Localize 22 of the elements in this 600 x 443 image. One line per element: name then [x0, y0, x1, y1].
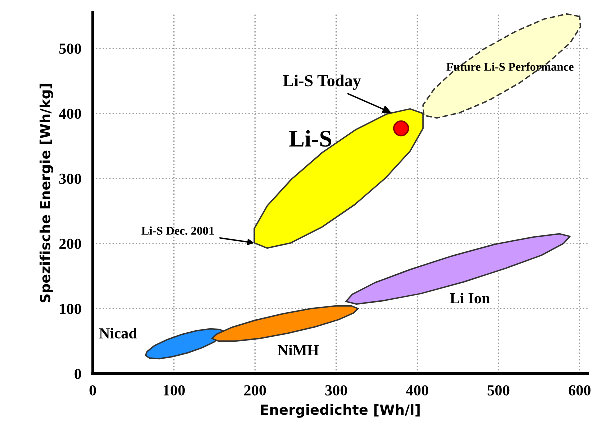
- annotation: Nicad: [99, 328, 138, 339]
- x-tick-label: 0: [90, 385, 96, 396]
- y-tick-label: 200: [60, 238, 82, 250]
- y-tick-label: 500: [60, 44, 82, 54]
- x-tick-label: 200: [244, 385, 266, 396]
- x-tick-label: 600: [568, 385, 591, 396]
- annotation: Li-S Dec. 2001: [142, 226, 214, 236]
- y-tick-label: 400: [59, 108, 82, 120]
- annotation: Li-S Today: [283, 74, 362, 90]
- x-axis-title: Energiedichte [Wh/l]: [261, 404, 420, 418]
- x-tick-label: 300: [326, 385, 348, 396]
- x-tick-label: 400: [406, 385, 428, 396]
- annotation: Li-S: [290, 130, 332, 147]
- annotation: Future Li-S Performance: [446, 62, 574, 72]
- annotation: NiMH: [278, 344, 319, 356]
- x-tick-label: 500: [488, 385, 510, 396]
- y-tick-label: 0: [74, 369, 82, 380]
- y-tick-label: 300: [60, 174, 82, 184]
- annotation: Li Ion: [450, 292, 490, 304]
- y-tick-label: 100: [60, 304, 82, 314]
- y-axis-title: Spezifische Energie [Wh/kg]: [40, 84, 54, 303]
- x-tick-label: 100: [164, 385, 186, 396]
